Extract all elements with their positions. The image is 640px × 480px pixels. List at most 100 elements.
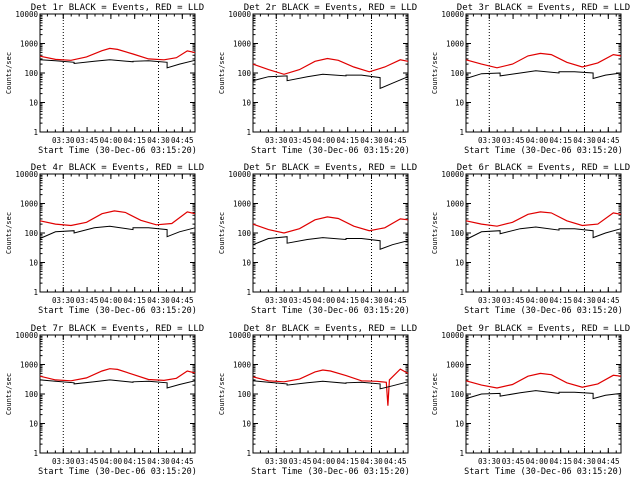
y-tick-label: 1000 — [20, 361, 39, 370]
x-tick-label: 03:30 — [478, 457, 501, 466]
plot-frame — [252, 13, 409, 133]
x-tick-label: 04:45 — [171, 296, 194, 305]
y-tick-label: 1 — [246, 128, 251, 137]
x-tick-label: 04:00 — [313, 457, 336, 466]
y-tick-label: 1 — [246, 449, 251, 458]
x-tick-label: 03:30 — [265, 296, 288, 305]
events-rate-series — [465, 226, 622, 240]
detector-panel-9: Det 9r BLACK = Events, RED = LLD Start Ti… — [431, 324, 630, 477]
x-tick-label: 04:15 — [549, 296, 572, 305]
x-tick-label: 03:45 — [76, 457, 99, 466]
x-tick-label: 04:30 — [147, 457, 170, 466]
panel-title: Det 1r BLACK = Events, RED = LLD — [31, 3, 204, 13]
events-rate-series — [39, 225, 196, 239]
x-tick-label: 04:15 — [336, 136, 359, 145]
x-tick-label: 03:45 — [502, 457, 525, 466]
x-tick-label: 04:00 — [100, 457, 123, 466]
y-tick-label: 10000 — [228, 331, 251, 340]
y-axis-label: Counts/sec — [431, 373, 439, 415]
x-axis-label: Start Time (30-Dec-06 03:15:20) — [464, 306, 623, 316]
x-axis-label: Start Time (30-Dec-06 03:15:20) — [251, 146, 410, 156]
x-tick-label: 04:30 — [147, 136, 170, 145]
x-tick-label: 04:00 — [526, 296, 549, 305]
x-tick-label: 04:15 — [123, 296, 146, 305]
y-tick-label: 10000 — [15, 331, 38, 340]
y-tick-label: 10 — [455, 99, 465, 108]
plot-frame — [39, 173, 196, 293]
x-tick-label: 04:30 — [360, 296, 383, 305]
y-tick-label: 1000 — [20, 200, 39, 209]
x-tick-label: 03:45 — [502, 296, 525, 305]
x-tick-label: 03:30 — [265, 136, 288, 145]
y-tick-label: 100 — [450, 229, 464, 238]
detector-panel-1: Det 1r BLACK = Events, RED = LLD Start Ti… — [5, 3, 204, 156]
y-tick-label: 10000 — [228, 170, 251, 179]
x-tick-label: 03:45 — [76, 136, 99, 145]
plot-frame — [39, 334, 196, 454]
events-rate-series — [465, 70, 622, 80]
panel-title: Det 8r BLACK = Events, RED = LLD — [244, 324, 417, 334]
events-rate-series — [252, 73, 409, 90]
detector-panel-8: Det 8r BLACK = Events, RED = LLD Start Ti… — [218, 324, 417, 477]
x-tick-label: 04:15 — [336, 457, 359, 466]
y-axis-label: Counts/sec — [218, 52, 226, 94]
x-tick-label: 04:15 — [123, 136, 146, 145]
x-tick-label: 04:15 — [336, 296, 359, 305]
lld-rate-series — [39, 47, 196, 61]
detector-panel-2: Det 2r BLACK = Events, RED = LLD Start Ti… — [218, 3, 417, 156]
x-tick-label: 04:30 — [573, 136, 596, 145]
lld-rate-series — [252, 216, 409, 234]
x-tick-label: 04:15 — [549, 136, 572, 145]
y-tick-label: 10000 — [228, 10, 251, 19]
y-axis-label: Counts/sec — [431, 52, 439, 94]
lld-rate-series — [465, 211, 622, 227]
panel-title: Det 5r BLACK = Events, RED = LLD — [244, 163, 417, 173]
y-tick-label: 10000 — [441, 10, 464, 19]
panel-title: Det 7r BLACK = Events, RED = LLD — [31, 324, 204, 334]
lld-rate-series — [252, 368, 409, 406]
panel-title: Det 3r BLACK = Events, RED = LLD — [457, 3, 630, 13]
x-tick-label: 04:15 — [549, 457, 572, 466]
y-tick-label: 10 — [455, 259, 465, 268]
y-tick-label: 1 — [459, 128, 464, 137]
y-tick-label: 10 — [29, 420, 39, 429]
events-rate-series — [252, 380, 409, 390]
y-tick-label: 10000 — [15, 10, 38, 19]
x-tick-label: 04:45 — [597, 296, 620, 305]
y-tick-label: 100 — [450, 390, 464, 399]
plot-frame — [465, 173, 622, 293]
y-tick-label: 1 — [33, 449, 38, 458]
x-tick-label: 04:45 — [171, 457, 194, 466]
y-tick-label: 10000 — [15, 170, 38, 179]
y-tick-label: 1 — [459, 449, 464, 458]
panel-title: Det 2r BLACK = Events, RED = LLD — [244, 3, 417, 13]
x-axis-label: Start Time (30-Dec-06 03:15:20) — [464, 467, 623, 477]
y-tick-label: 10000 — [441, 170, 464, 179]
panel-title: Det 6r BLACK = Events, RED = LLD — [457, 163, 630, 173]
x-tick-label: 04:15 — [123, 457, 146, 466]
x-tick-label: 03:45 — [289, 136, 312, 145]
events-rate-series — [39, 379, 196, 389]
x-axis-label: Start Time (30-Dec-06 03:15:20) — [38, 467, 197, 477]
x-tick-label: 04:00 — [100, 136, 123, 145]
y-tick-label: 100 — [237, 69, 251, 78]
events-rate-series — [39, 59, 196, 69]
x-tick-label: 03:30 — [265, 457, 288, 466]
x-tick-label: 04:30 — [573, 457, 596, 466]
y-axis-label: Counts/sec — [5, 52, 13, 94]
x-tick-label: 04:30 — [573, 296, 596, 305]
x-tick-label: 04:00 — [526, 136, 549, 145]
x-tick-label: 03:30 — [478, 136, 501, 145]
y-tick-label: 10 — [29, 99, 39, 108]
detector-panel-6: Det 6r BLACK = Events, RED = LLD Start Ti… — [431, 163, 630, 316]
y-axis-label: Counts/sec — [431, 212, 439, 254]
y-tick-label: 10 — [242, 259, 252, 268]
x-tick-label: 03:30 — [52, 457, 75, 466]
y-tick-label: 1 — [33, 128, 38, 137]
lld-rate-series — [465, 372, 622, 389]
y-tick-label: 10 — [242, 99, 252, 108]
events-rate-series — [465, 390, 622, 400]
y-tick-label: 100 — [237, 390, 251, 399]
y-tick-label: 1000 — [233, 40, 252, 49]
x-tick-label: 04:30 — [360, 136, 383, 145]
